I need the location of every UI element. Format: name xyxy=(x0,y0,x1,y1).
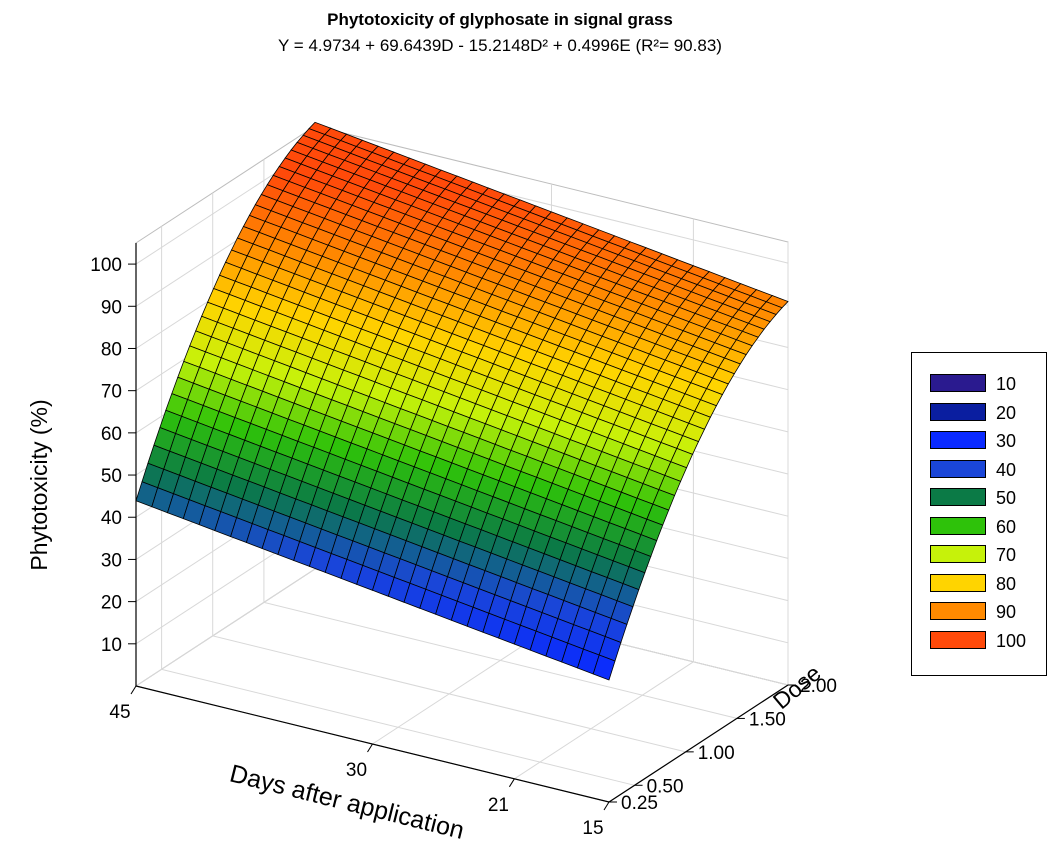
legend-label: 40 xyxy=(996,459,1017,480)
legend-swatch xyxy=(930,630,986,649)
z-tick-label: 50 xyxy=(101,466,122,487)
x-tick-label: 21 xyxy=(488,795,509,816)
x-tick xyxy=(508,778,515,788)
response-surface xyxy=(135,121,789,681)
x-tick xyxy=(603,801,610,811)
legend-label: 80 xyxy=(996,573,1017,594)
y-tick-label: 0.50 xyxy=(647,776,684,797)
legend-label: 50 xyxy=(996,488,1017,508)
z-tick-label: 60 xyxy=(101,424,122,445)
legend-swatch xyxy=(930,402,986,421)
z-axis-title: Phytotoxicity (%) xyxy=(26,399,52,570)
legend-label: 10 xyxy=(996,374,1017,394)
y-tick-label: 1.50 xyxy=(749,709,786,730)
z-tick-label: 30 xyxy=(101,550,122,571)
legend-swatch xyxy=(930,488,986,506)
legend-label: 70 xyxy=(996,545,1017,565)
legend-label: 20 xyxy=(996,402,1017,423)
x-tick-label: 45 xyxy=(109,702,130,723)
y-tick-label: 0.25 xyxy=(621,793,658,814)
chart-title: Phytotoxicity of glyphosate in signal gr… xyxy=(327,10,673,29)
z-tick-label: 90 xyxy=(101,297,122,318)
y-tick-label: 2.00 xyxy=(800,676,837,697)
legend-swatch xyxy=(930,573,986,592)
legend-swatch xyxy=(930,545,986,563)
y-axis-line xyxy=(608,684,789,803)
x-tick-label: 30 xyxy=(346,760,367,781)
z-tick-label: 80 xyxy=(101,339,122,360)
legend: 10 20 30 40 50 60 70 80 90 100 xyxy=(911,352,1047,676)
z-tick-label: 70 xyxy=(101,382,122,403)
x-tick xyxy=(130,685,137,695)
legend-label: 90 xyxy=(996,602,1017,622)
x-tick xyxy=(367,743,373,753)
surface-cell xyxy=(592,654,616,681)
z-tick-label: 10 xyxy=(101,635,122,656)
z-tick-label: 40 xyxy=(101,508,122,529)
legend-swatch xyxy=(930,602,986,620)
legend-label: 30 xyxy=(996,431,1017,451)
legend-swatch xyxy=(930,459,986,478)
y-gridline xyxy=(161,226,635,786)
legend-label: 100 xyxy=(996,630,1027,651)
chart-subtitle: Y = 4.9734 + 69.6439D - 15.2148D² + 0.49… xyxy=(278,36,722,55)
z-tick-label: 100 xyxy=(90,255,122,276)
z-tick-label: 20 xyxy=(101,593,122,614)
x-tick-label: 15 xyxy=(582,818,603,839)
legend-swatch xyxy=(930,374,986,392)
legend-swatch xyxy=(930,516,986,535)
legend-label: 60 xyxy=(996,516,1017,537)
legend-swatch xyxy=(930,431,986,449)
y-tick-label: 1.00 xyxy=(698,743,735,764)
